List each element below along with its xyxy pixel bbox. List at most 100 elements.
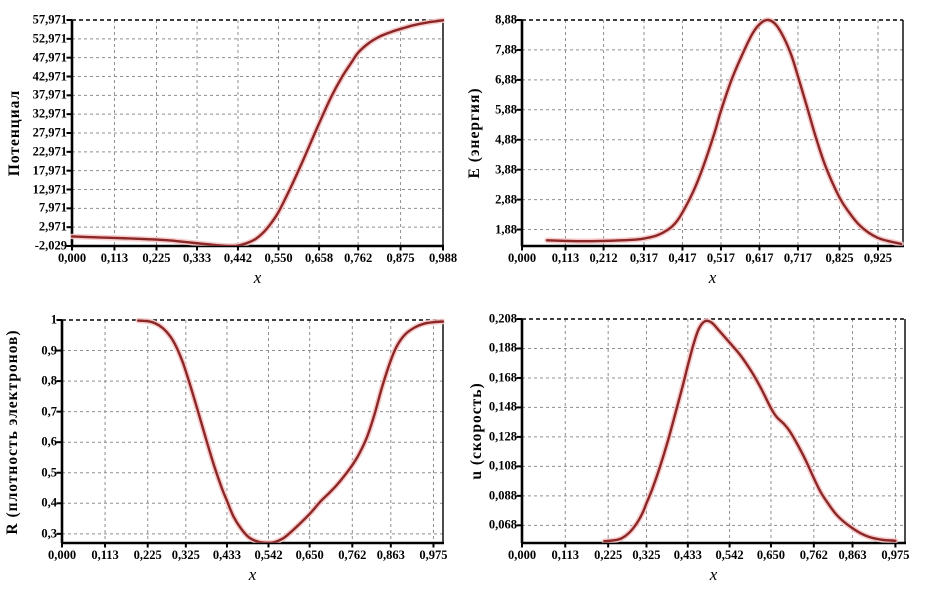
x-tick-label: 0,650 [756, 548, 785, 562]
y-tick-label: 0,4 [41, 495, 57, 510]
x-tick-label: 0,658 [305, 251, 334, 265]
y-tick-label: 0,148 [488, 399, 517, 414]
y-tick-label: 27,971 [32, 125, 67, 140]
y-axis-title-density: R (плотность электронов) [4, 328, 21, 535]
y-tick-label: 5,88 [495, 102, 517, 117]
y-tick-label: 0,5 [41, 465, 57, 480]
x-tick-label: 0,225 [133, 548, 162, 562]
x-tick-label: 0,212 [589, 251, 618, 265]
energy-curve-line [545, 18, 903, 246]
y-tick-label: 0,108 [488, 458, 517, 473]
plot-area-velocity [516, 318, 906, 548]
x-tick-label: 0,325 [171, 548, 200, 562]
potential-curve [70, 17, 445, 246]
x-tick-label: 0,113 [551, 548, 579, 562]
x-axis-title: x [253, 268, 262, 287]
x-tick-label: 0,875 [386, 251, 415, 265]
y-tick-label: 0,9 [41, 343, 57, 358]
y-axis-title-potential: Потенциал [6, 89, 23, 177]
potential-curve-line [70, 19, 445, 246]
x-tick-label: 0,325 [632, 548, 661, 562]
y-tick-label: 0,3 [41, 526, 57, 541]
x-tick-label: 0,113 [91, 548, 119, 562]
density-curve-glow [135, 317, 445, 543]
x-tick-label: 0,650 [295, 548, 324, 562]
x-tick-label: 0,333 [182, 251, 212, 265]
y-tick-label: 0,208 [488, 311, 517, 326]
x-tick-label: 0,863 [376, 548, 405, 562]
x-tick-label: 0,975 [419, 548, 448, 562]
y-tick-label: 57,971 [32, 12, 67, 27]
density-curve [135, 317, 445, 543]
velocity-curve [601, 318, 899, 543]
x-axis-title: x [248, 565, 257, 584]
x-tick-label: 0,113 [100, 251, 129, 265]
y-tick-label: 0,6 [41, 434, 57, 449]
x-tick-label: 0,863 [838, 548, 867, 562]
y-tick-label: 37,971 [32, 87, 67, 102]
density-curve-line [137, 319, 445, 543]
y-tick-label: 32,971 [32, 106, 67, 121]
x-tick-label: 0,542 [254, 548, 283, 562]
y-tick-label: 2,88 [495, 192, 517, 207]
y-tick-label: 6,88 [495, 72, 517, 87]
x-tick-label: 0,317 [629, 251, 659, 265]
y-tick-label: 1 [50, 312, 57, 327]
x-tick-label: 0,417 [668, 251, 697, 265]
x-tick-label: 0,517 [706, 251, 736, 265]
y-tick-label: 22,971 [32, 144, 67, 159]
y-tick-label: 3,88 [495, 162, 517, 177]
y-tick-label: 8,88 [495, 12, 517, 27]
x-tick-label: 0,000 [57, 251, 87, 265]
y-tick-label: 17,971 [32, 163, 67, 178]
y-tick-label: 7,88 [495, 42, 517, 57]
x-tick-label: 0,988 [428, 251, 458, 265]
x-tick-label: 0,225 [594, 548, 623, 562]
plot-area-energy [516, 17, 904, 251]
velocity-curve-glow [601, 318, 899, 543]
x-tick-label: 0,762 [799, 548, 828, 562]
x-tick-label: 0,433 [673, 548, 702, 562]
y-tick-label: 1,88 [495, 222, 517, 237]
x-tick-label: 0,825 [825, 251, 854, 265]
x-tick-label: 0,717 [783, 251, 812, 265]
plot-area-potential [66, 17, 445, 251]
energy-curve [544, 17, 904, 246]
x-tick-label: 0,433 [212, 548, 242, 562]
y-tick-label: 0,128 [488, 429, 517, 444]
x-tick-label: 0,442 [223, 251, 253, 265]
y-tick-label: 7,971 [38, 200, 67, 215]
x-tick-label: 0,762 [338, 548, 367, 562]
y-tick-label: 47,971 [32, 50, 67, 65]
x-axis-title: x [708, 268, 717, 287]
x-tick-label: 0,762 [344, 251, 373, 265]
y-tick-label: 52,971 [32, 31, 67, 46]
x-tick-label: 0,000 [507, 548, 537, 562]
x-tick-label: 0,975 [881, 548, 910, 562]
y-tick-label: 4,88 [495, 132, 517, 147]
y-tick-label: 0,188 [488, 340, 517, 355]
y-tick-label: 0,7 [41, 404, 57, 419]
x-tick-label: 0,113 [551, 251, 580, 265]
y-tick-label: 0,8 [41, 373, 57, 388]
energy-curve-glow [544, 17, 904, 246]
x-tick-label: 0,925 [863, 251, 893, 265]
y-axis-title-velocity: u (скорость) [468, 382, 485, 480]
x-tick-label: 0,617 [745, 251, 774, 265]
y-tick-label: 42,971 [32, 69, 67, 83]
y-tick-label: 2,971 [38, 219, 67, 234]
x-tick-label: 0,542 [715, 548, 744, 562]
plot-area-density [56, 317, 445, 548]
y-tick-label: -2,029 [34, 238, 67, 253]
x-tick-label: 0,225 [142, 251, 171, 265]
potential-curve-glow [70, 17, 445, 246]
y-tick-label: 12,971 [32, 182, 67, 196]
velocity-curve-line [603, 319, 897, 543]
x-tick-label: 0,550 [264, 251, 293, 265]
x-axis-title: x [709, 565, 718, 584]
